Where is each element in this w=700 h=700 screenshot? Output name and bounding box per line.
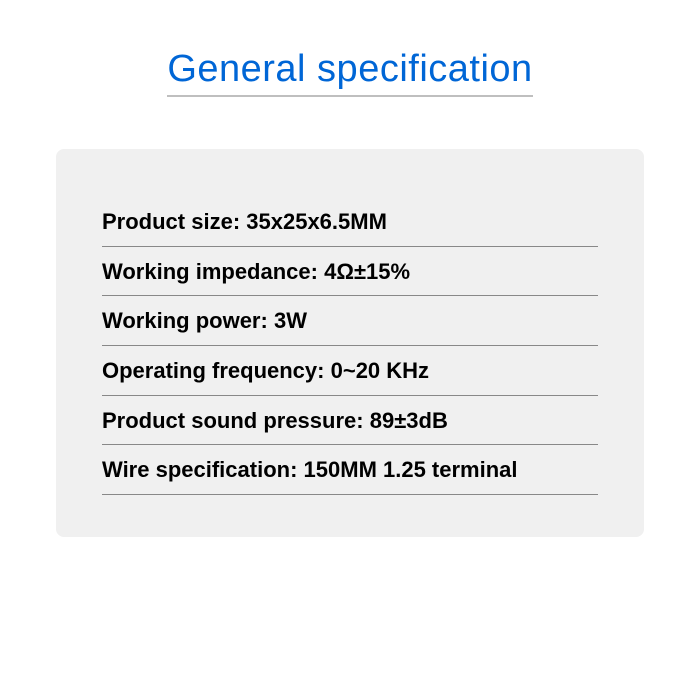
spec-row: Working power: 3W (102, 296, 598, 346)
spec-value: 89±3dB (370, 408, 448, 433)
spec-label: Operating frequency (102, 358, 317, 383)
spec-value: 35x25x6.5MM (246, 209, 387, 234)
spec-row: Product sound pressure: 89±3dB (102, 396, 598, 446)
spec-text: Product sound pressure: 89±3dB (102, 406, 598, 436)
page-title: General specification (167, 48, 532, 97)
spec-text: Wire specification: 150MM 1.25 terminal (102, 455, 598, 485)
spec-text: Product size: 35x25x6.5MM (102, 207, 598, 237)
spec-row: Product size: 35x25x6.5MM (102, 197, 598, 247)
spec-text: Operating frequency: 0~20 KHz (102, 356, 598, 386)
spec-value: 4Ω±15% (324, 259, 410, 284)
spec-text: Working impedance: 4Ω±15% (102, 257, 598, 287)
spec-text: Working power: 3W (102, 306, 598, 336)
spec-label: Product size (102, 209, 233, 234)
spec-label: Working power (102, 308, 261, 333)
spec-label: Wire specification (102, 457, 290, 482)
spec-card: Product size: 35x25x6.5MM Working impeda… (56, 149, 644, 537)
spec-label: Product sound pressure (102, 408, 356, 433)
spec-row: Wire specification: 150MM 1.25 terminal (102, 445, 598, 495)
spec-row: Working impedance: 4Ω±15% (102, 247, 598, 297)
spec-value: 150MM 1.25 terminal (304, 457, 518, 482)
spec-value: 0~20 KHz (331, 358, 429, 383)
spec-row: Operating frequency: 0~20 KHz (102, 346, 598, 396)
spec-label: Working impedance (102, 259, 311, 284)
spec-value: 3W (274, 308, 307, 333)
